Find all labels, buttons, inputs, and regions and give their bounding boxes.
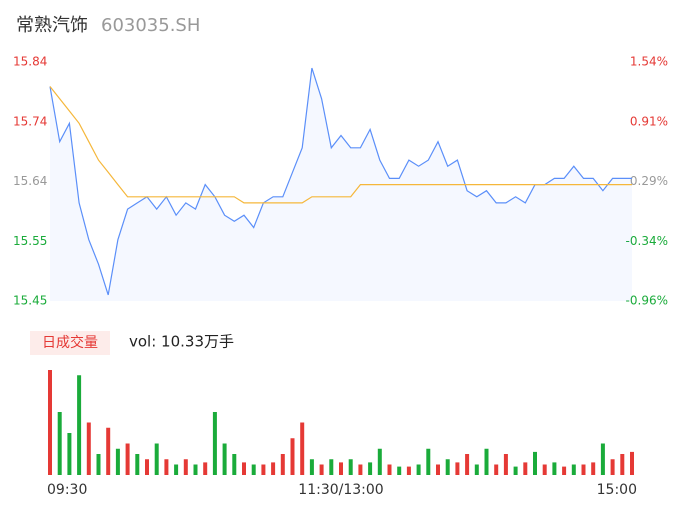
y2-tick-label: -0.34% bbox=[626, 234, 668, 248]
volume-bar bbox=[183, 459, 188, 475]
volume-bar bbox=[436, 464, 440, 475]
volume-bar bbox=[329, 459, 334, 475]
volume-bar bbox=[251, 464, 256, 475]
volume-bar bbox=[232, 454, 237, 475]
volume-bar bbox=[339, 462, 343, 475]
volume-bar bbox=[630, 451, 634, 475]
volume-bar bbox=[115, 448, 120, 475]
volume-bar bbox=[57, 412, 62, 475]
volume-bar bbox=[261, 464, 266, 475]
volume-bar bbox=[368, 462, 373, 475]
volume-bar bbox=[154, 443, 159, 475]
volume-bar bbox=[290, 438, 295, 475]
volume-bar bbox=[600, 443, 605, 475]
volume-bar bbox=[494, 464, 499, 475]
price-area bbox=[50, 68, 632, 301]
volume-bar bbox=[193, 464, 198, 475]
volume-bar bbox=[503, 454, 508, 475]
y-tick-label: 15.55 bbox=[13, 234, 47, 248]
chart-subtitle: 603035.SH bbox=[101, 15, 200, 36]
volume-bar bbox=[406, 466, 411, 475]
volume-bar bbox=[533, 451, 537, 475]
volume-bar bbox=[455, 462, 460, 475]
volume-bar bbox=[309, 459, 314, 475]
average-line bbox=[49, 86, 632, 204]
volume-label-box bbox=[30, 331, 110, 355]
volume-bar bbox=[474, 464, 479, 475]
volume-label: 日成交量 bbox=[42, 334, 98, 351]
volume-bar bbox=[513, 466, 518, 475]
y2-tick-label: 0.91% bbox=[630, 114, 668, 128]
volume-bar bbox=[348, 459, 353, 475]
volume-bar bbox=[145, 459, 149, 475]
volume-bar bbox=[416, 464, 421, 475]
volume-bar bbox=[542, 464, 547, 475]
x-tick-label: 15:00 bbox=[597, 482, 637, 498]
volume-bar bbox=[271, 462, 276, 475]
volume-bar bbox=[203, 462, 208, 475]
volume-bar bbox=[300, 422, 305, 475]
volume-bar bbox=[397, 466, 402, 475]
y-tick-label: 15.84 bbox=[13, 55, 47, 69]
volume-bar bbox=[581, 464, 586, 475]
volume-bar bbox=[523, 462, 528, 475]
volume-bar bbox=[242, 462, 246, 475]
volume-bar bbox=[484, 448, 489, 475]
volume-bar bbox=[591, 462, 596, 475]
volume-bar bbox=[552, 462, 557, 475]
volume-bar bbox=[96, 454, 101, 475]
volume-bar bbox=[125, 443, 130, 475]
volume-bar bbox=[387, 464, 392, 475]
y-tick-label: 15.45 bbox=[13, 294, 47, 308]
volume-bar bbox=[77, 375, 82, 475]
volume-bar bbox=[67, 433, 72, 475]
volume-bar bbox=[562, 466, 567, 475]
volume-bar bbox=[445, 459, 450, 475]
y2-tick-label: 1.54% bbox=[630, 55, 668, 69]
volume-bar bbox=[358, 464, 363, 475]
volume-bar bbox=[212, 412, 217, 475]
y-tick-label: 15.74 bbox=[13, 114, 47, 128]
volume-bar bbox=[86, 422, 91, 475]
y-tick-label: 15.64 bbox=[13, 174, 47, 188]
volume-bar bbox=[465, 454, 470, 475]
x-tick-label: 09:30 bbox=[47, 482, 87, 498]
volume-bar bbox=[319, 464, 324, 475]
volume-bar bbox=[222, 443, 227, 475]
volume-bar bbox=[377, 448, 382, 475]
volume-bar bbox=[48, 370, 52, 475]
y2-tick-label: -0.96% bbox=[626, 294, 668, 308]
volume-bar bbox=[135, 454, 140, 475]
volume-bar bbox=[280, 454, 285, 475]
volume-bar bbox=[620, 454, 625, 475]
volume-bar bbox=[571, 464, 576, 475]
volume-bar bbox=[426, 448, 431, 475]
y2-tick-label: 0.29% bbox=[630, 174, 668, 188]
volume-bar bbox=[106, 427, 111, 475]
volume-bar bbox=[174, 464, 179, 475]
chart-title: 常熟汽饰 bbox=[16, 15, 88, 36]
x-tick-label: 11:30/13:00 bbox=[298, 482, 383, 498]
volume-bar bbox=[164, 459, 169, 475]
volume-text: vol: 10.33万手 bbox=[129, 333, 234, 351]
volume-bar bbox=[610, 459, 615, 475]
